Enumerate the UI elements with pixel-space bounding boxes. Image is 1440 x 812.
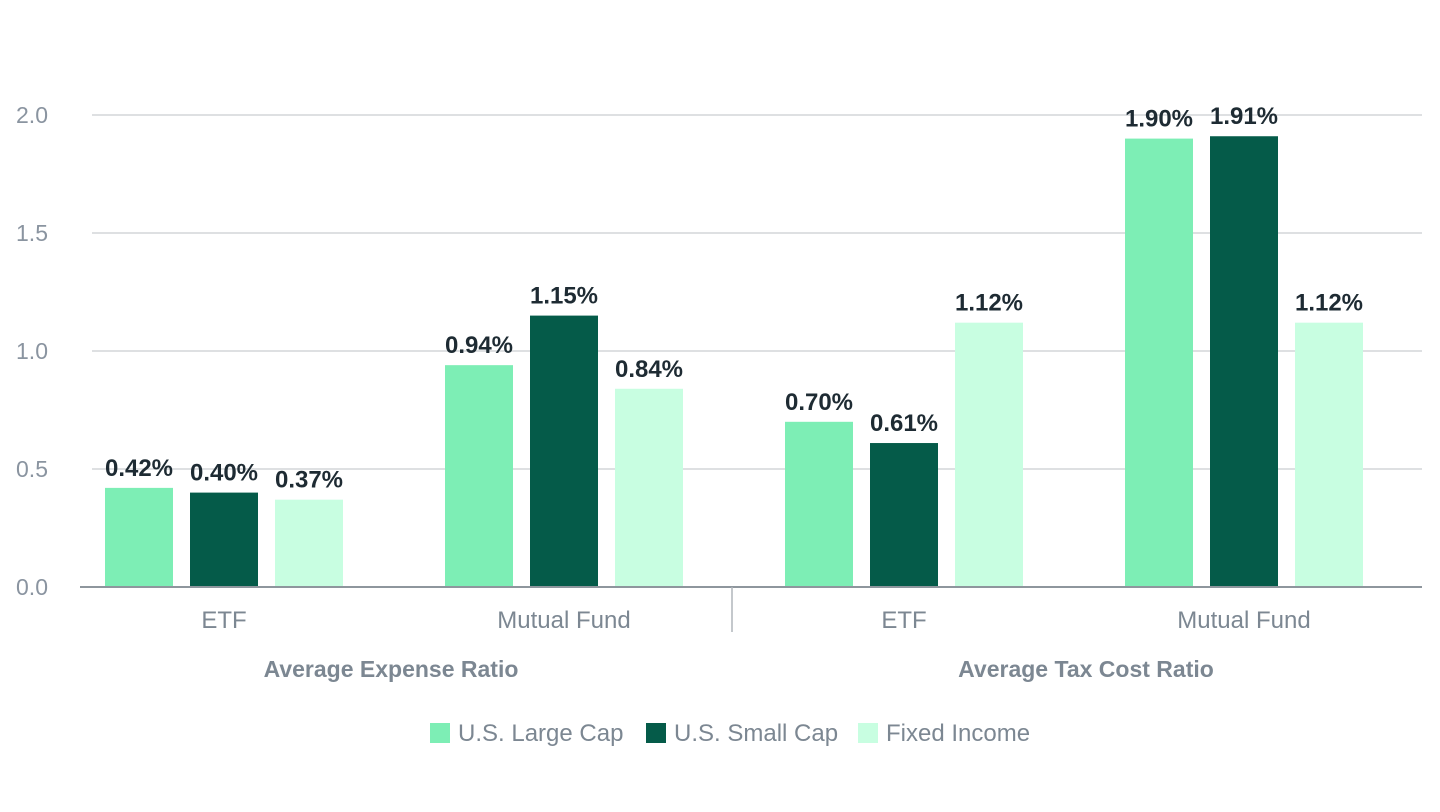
data-label: 1.12% xyxy=(955,290,1023,317)
data-label: 0.84% xyxy=(615,356,683,383)
data-label: 1.12% xyxy=(1295,290,1363,317)
bar xyxy=(1295,322,1363,587)
data-labels: 0.42% 0.94% 0.70% 1.90% 0.40% 1.15% 0.61% 1.91%… xyxy=(105,103,1363,493)
group-labels: Average Expense Ratio Average Tax Cost Ra… xyxy=(264,656,1214,682)
x-axis xyxy=(80,586,1422,632)
y-tick-label: 0.5 xyxy=(16,456,48,482)
y-tick-label: 1.5 xyxy=(16,220,48,246)
data-label: 0.94% xyxy=(445,332,513,359)
bar xyxy=(955,322,1023,587)
x-axis-categories: ETF Mutual Fund ETF Mutual Fund xyxy=(201,607,1310,634)
group-label: Average Expense Ratio xyxy=(264,656,519,682)
legend: U.S. Large Cap U.S. Small Cap Fixed Income xyxy=(430,720,1030,747)
legend-swatch xyxy=(646,723,666,743)
bar xyxy=(615,388,683,587)
bar xyxy=(870,443,938,587)
bar xyxy=(1125,138,1193,587)
data-label: 0.37% xyxy=(275,467,343,494)
data-label: 0.70% xyxy=(785,389,853,416)
data-label: 1.15% xyxy=(530,283,598,310)
data-label: 1.91% xyxy=(1210,103,1278,130)
y-tick-label: 2.0 xyxy=(16,102,48,128)
legend-label: Fixed Income xyxy=(886,720,1030,747)
y-axis-ticks: 0.0 0.5 1.0 1.5 2.0 xyxy=(16,102,48,600)
bars xyxy=(105,136,1363,588)
y-tick-label: 1.0 xyxy=(16,338,48,364)
x-category-label: ETF xyxy=(201,607,246,634)
x-category-label: ETF xyxy=(881,607,926,634)
group-label: Average Tax Cost Ratio xyxy=(958,656,1214,682)
x-category-label: Mutual Fund xyxy=(497,607,630,634)
gridlines xyxy=(92,114,1422,470)
data-label: 1.90% xyxy=(1125,106,1193,133)
data-label: 0.42% xyxy=(105,455,173,482)
bar xyxy=(530,315,598,587)
y-tick-label: 0.0 xyxy=(16,574,48,600)
x-category-label: Mutual Fund xyxy=(1177,607,1310,634)
legend-label: U.S. Large Cap xyxy=(458,720,623,747)
data-label: 0.40% xyxy=(190,460,258,487)
bar xyxy=(105,487,173,587)
bar xyxy=(1210,136,1278,588)
legend-label: U.S. Small Cap xyxy=(674,720,838,747)
bar xyxy=(785,421,853,587)
bar xyxy=(275,499,343,587)
bar xyxy=(190,492,258,587)
legend-swatch xyxy=(430,723,450,743)
bar xyxy=(445,365,513,587)
data-label: 0.61% xyxy=(870,410,938,437)
legend-swatch xyxy=(858,723,878,743)
